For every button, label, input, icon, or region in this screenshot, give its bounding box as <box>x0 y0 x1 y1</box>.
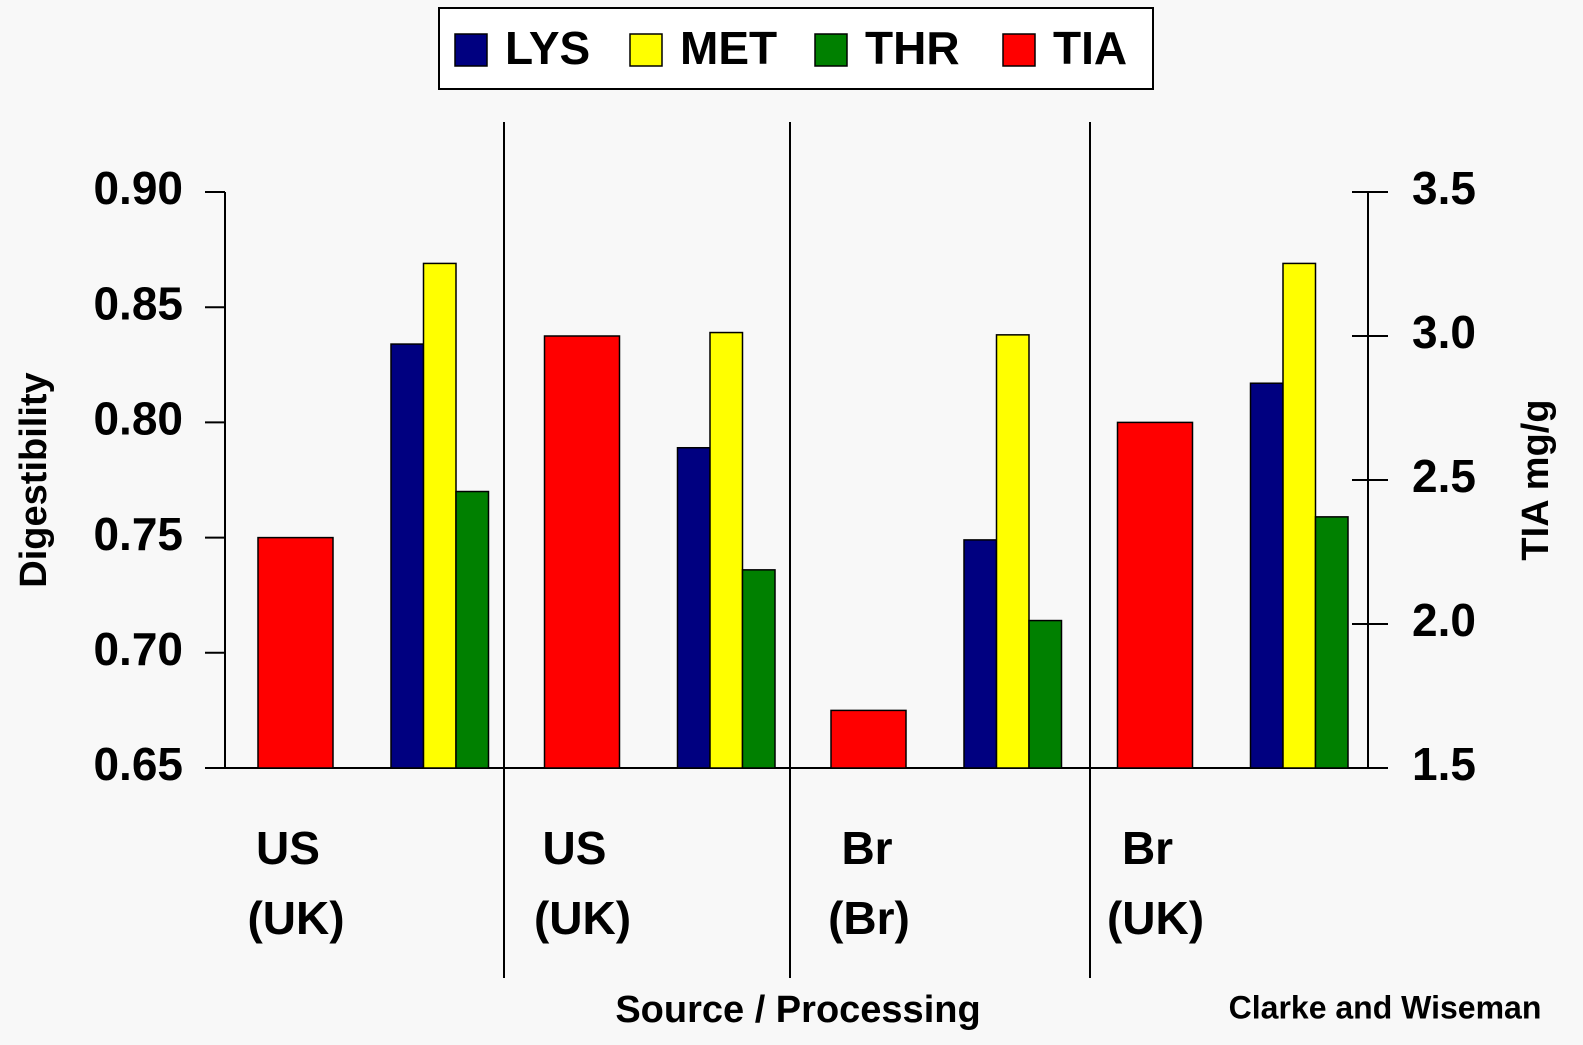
bar <box>1282 262 1317 769</box>
legend-swatch <box>454 33 488 67</box>
y2-tick-label: 2.0 <box>1412 594 1476 646</box>
bar <box>1249 382 1284 769</box>
legend-label: TIA <box>1053 22 1127 74</box>
x-tick-label: US <box>256 822 320 874</box>
x-axis-label: Source / Processing <box>615 989 980 1031</box>
y-axis-label: Digestibility <box>13 372 55 587</box>
y2-axis-label: TIA mg/g <box>1515 399 1557 560</box>
x-tick-label: (UK) <box>534 892 631 944</box>
bar <box>709 331 744 769</box>
bar <box>741 569 776 769</box>
x-tick-label: Br <box>1122 822 1173 874</box>
bar <box>830 709 907 769</box>
bar <box>995 334 1030 769</box>
bar <box>1028 619 1063 769</box>
x-tick-label: US <box>543 822 607 874</box>
y2-tick-label: 1.5 <box>1412 738 1476 790</box>
x-tick-label: Br <box>841 822 892 874</box>
legend-label: THR <box>865 22 960 74</box>
y-tick-label: 0.65 <box>93 738 183 790</box>
y-tick-label: 0.70 <box>93 623 183 675</box>
annotation: Clarke and Wiseman <box>1229 989 1542 1025</box>
bar <box>676 446 711 769</box>
bar <box>543 335 621 769</box>
y-tick-label: 0.90 <box>93 162 183 214</box>
legend-swatch <box>1002 33 1036 67</box>
legend-label: MET <box>680 22 777 74</box>
y2-tick-label: 2.5 <box>1412 450 1476 502</box>
bar <box>963 539 998 769</box>
bar <box>257 536 334 769</box>
y-tick-label: 0.85 <box>93 277 183 329</box>
y-tick-label: 0.80 <box>93 393 183 445</box>
bar <box>390 343 425 769</box>
x-tick-label: (Br) <box>828 892 910 944</box>
y-tick-label: 0.75 <box>93 508 183 560</box>
bar <box>1314 516 1349 769</box>
bar <box>1116 421 1194 769</box>
legend-swatch <box>629 33 663 67</box>
bar <box>455 490 490 769</box>
legend-label: LYS <box>505 22 590 74</box>
y2-tick-label: 3.5 <box>1412 162 1476 214</box>
y2-tick-label: 3.0 <box>1412 306 1476 358</box>
bar <box>422 262 457 769</box>
x-tick-label: (UK) <box>247 892 344 944</box>
legend-swatch <box>814 33 848 67</box>
x-tick-label: (UK) <box>1107 892 1204 944</box>
